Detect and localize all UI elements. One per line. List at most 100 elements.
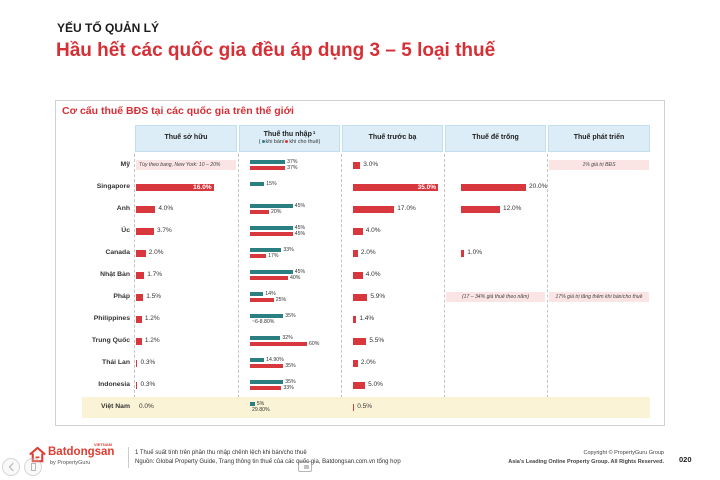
bar (353, 205, 395, 213)
income-label-rent: 37% (287, 165, 298, 171)
income-label-rent: 29.80% (252, 407, 270, 413)
bar (136, 249, 146, 257)
bar-label: 16.0% (193, 183, 212, 191)
bar-label: 20.0% (529, 183, 548, 190)
income-bar-sale (250, 402, 255, 406)
bar (136, 205, 156, 213)
bar (353, 161, 361, 169)
legend-swatch (261, 140, 265, 143)
page-title: Hầu hết các quốc gia đều áp dụng 3 – 5 l… (56, 40, 496, 61)
picture-in-picture-icon[interactable] (298, 461, 312, 472)
income-label-sale: 37% (287, 159, 298, 165)
income-bar-sale (250, 336, 281, 340)
section-label: YẾU TỐ QUẢN LÝ (57, 21, 160, 35)
income-bar-rent (250, 386, 282, 390)
income-bar-sale (250, 226, 293, 230)
row-label: Trung Quốc (91, 337, 130, 344)
income-bar-rent (250, 276, 288, 280)
bar (353, 337, 367, 345)
bar (136, 183, 214, 191)
header-label: Thuế phát triển (573, 134, 625, 142)
bar-label: 2.0% (148, 249, 164, 256)
bar (136, 381, 138, 389)
brand-sub: by PropertyGuru (50, 460, 91, 466)
header-label-line: Thuế để trống (472, 134, 519, 142)
income-bar-sale (250, 380, 284, 384)
highlight-row (82, 397, 650, 418)
note-cell: (17 – 34% giá thuê theo năm) (446, 292, 545, 302)
header-label: Thuế trước bạ (368, 134, 417, 142)
bar-label: 5.0% (368, 381, 383, 388)
income-label-rent: 45% (294, 231, 306, 237)
income-label-rent: 40% (290, 275, 301, 281)
row-label: Mỹ (120, 161, 130, 168)
bar (136, 337, 142, 345)
legend-entry: khi cho thuê (289, 139, 319, 146)
page-icon[interactable] (24, 458, 42, 476)
legend: khi bán khi cho thuê (259, 139, 321, 145)
bar-label: 1.2% (144, 337, 160, 344)
income-label-rent: 35% (285, 363, 296, 369)
bar (461, 183, 526, 191)
note-cell: 1% giá trị BĐS (549, 160, 649, 170)
tax-table-panel (55, 100, 665, 426)
bar (353, 381, 366, 389)
row-label: Philippines (93, 315, 130, 322)
income-label-rent: 17% (268, 253, 279, 259)
bar (136, 315, 142, 323)
income-bar-sale (250, 248, 282, 252)
income-label-rent: 25% (275, 297, 287, 303)
header-thu-nhap: Thuế thu nhập1khi bánkhi cho thuê (239, 125, 340, 152)
bar-label: 4.0% (158, 205, 174, 212)
bar (353, 249, 358, 257)
bar-label: 17.0% (397, 205, 416, 212)
bar (353, 227, 363, 235)
table-title: Cơ cấu thuế BĐS tại các quốc gia trên th… (62, 105, 294, 117)
bar (353, 183, 439, 191)
header-label: Thuế để trống (472, 134, 519, 142)
bar-label: 0.5% (357, 403, 373, 410)
bar (461, 249, 465, 257)
income-bar-sale (250, 358, 265, 362)
row-label: Singapore (96, 183, 130, 190)
income-bar-sale (250, 204, 293, 208)
column-separator (444, 154, 445, 418)
bar-label: 12.0% (503, 205, 522, 212)
header-truoc-ba: Thuế trước bạ (342, 125, 443, 152)
row-label: Canada (105, 249, 130, 256)
header-label: Thuế sở hữu (164, 134, 208, 142)
income-label-sale: 45% (294, 203, 306, 209)
bar-label: 1.7% (147, 271, 163, 278)
income-label-sale: 14.90% (266, 357, 284, 363)
income-bar-rent (250, 210, 269, 214)
header-label-line: Thuế sở hữu (164, 134, 207, 142)
footer-divider (128, 447, 129, 468)
income-bar-sale (250, 160, 286, 164)
bar (461, 205, 500, 213)
column-separator (341, 154, 342, 418)
chevron-left-icon[interactable] (2, 458, 20, 476)
header-label-line: Thuế trước bạ (369, 134, 417, 142)
bar (353, 293, 368, 301)
bar (353, 359, 358, 367)
row-label: Úc (121, 227, 130, 234)
footnote-marker: 1 (312, 130, 316, 136)
legend-entry: khi bán (265, 139, 283, 146)
footnote: 1 Thuế suất tính trên phần thu nhập chên… (135, 450, 307, 456)
bar (136, 359, 138, 367)
column-separator (547, 154, 548, 418)
income-label-sale: 5% (256, 401, 265, 407)
income-bar-sale (250, 270, 293, 274)
legend-swatch (285, 140, 289, 143)
income-bar-rent (250, 232, 293, 236)
bar-label: 4.0% (365, 271, 381, 278)
legend-separator (283, 139, 285, 145)
bar-label: 1.5% (146, 293, 162, 300)
income-bar-rent (250, 254, 267, 258)
bar (353, 315, 357, 323)
income-bar-rent (250, 166, 286, 170)
row-label: Việt Nam (101, 403, 130, 410)
rights-statement: Asia's Leading Online Property Group. Al… (508, 459, 664, 465)
source-note: Nguồn: Global Property Guide, Trang thôn… (135, 459, 401, 465)
